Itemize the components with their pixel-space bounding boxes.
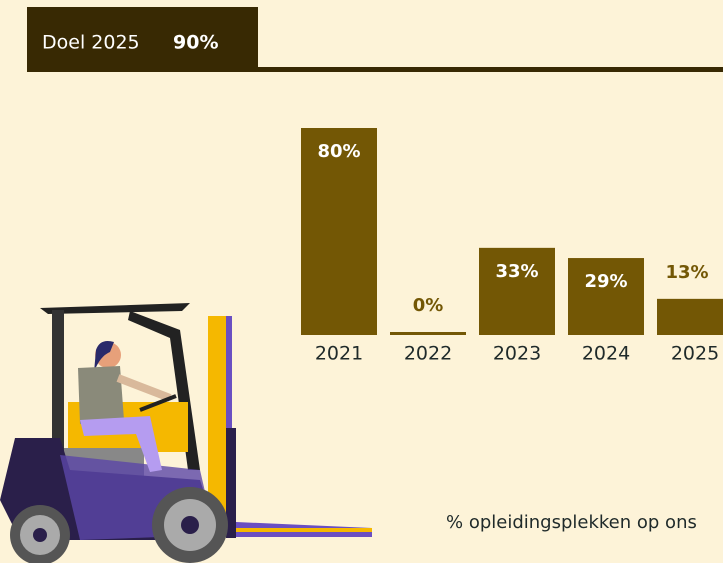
x-tick-label: 2021 — [315, 343, 363, 365]
header-label: Doel 2025 — [42, 32, 140, 54]
footer-note: % opleidingsplekken op ons — [446, 512, 697, 533]
header-rule — [258, 67, 723, 72]
x-tick-label: 2022 — [404, 343, 452, 365]
value-label: 33% — [495, 261, 538, 282]
value-label: 80% — [317, 141, 360, 162]
value-label: 0% — [413, 295, 444, 316]
bar — [301, 128, 377, 335]
x-tick-label: 2023 — [493, 343, 541, 365]
bar — [657, 298, 723, 335]
x-tick-label: 2024 — [582, 343, 630, 365]
bar — [390, 332, 466, 335]
bar — [568, 258, 644, 335]
x-tick-label: 2025 — [671, 343, 719, 365]
value-label: 13% — [665, 262, 708, 283]
forklift — [0, 303, 372, 563]
header-box — [27, 7, 258, 72]
value-label: 29% — [584, 271, 627, 292]
bar — [479, 247, 555, 335]
header-value: 90% — [173, 32, 218, 54]
